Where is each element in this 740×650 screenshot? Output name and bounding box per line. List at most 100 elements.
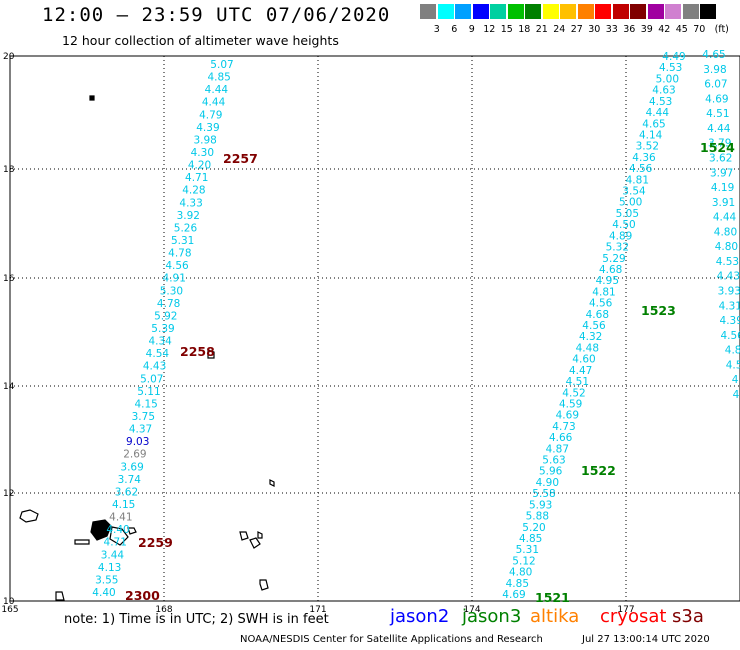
legend-swatch <box>490 4 506 19</box>
legend-label: 15 <box>500 24 513 35</box>
wave-height-value: 4.15 <box>134 398 157 410</box>
page-subtitle: 12 hour collection of altimeter wave hei… <box>62 33 339 48</box>
wave-height-value: 4.66 <box>549 432 573 444</box>
wave-height-value: 4.68 <box>586 309 609 321</box>
legend-swatch <box>595 4 611 19</box>
legend-label: 27 <box>570 24 583 35</box>
wave-height-value: 4.44 <box>713 212 737 224</box>
pass-time-label: 1521 <box>535 590 570 605</box>
wave-height-value: 4.44 <box>202 97 226 109</box>
altimeter-tracks: 5.074.854.444.444.794.393.984.304.204.71… <box>92 49 740 601</box>
pass-time-label: 1523 <box>641 303 676 318</box>
wave-height-value: 3.93 <box>718 286 740 298</box>
legend-swatch <box>542 4 559 19</box>
legend-label: 39 <box>640 24 653 35</box>
wave-height-value: 4.53 <box>659 62 682 74</box>
wave-height-value: 4.14 <box>639 129 663 141</box>
wave-height-value: 4.13 <box>98 562 121 574</box>
wave-height-value: 4.51 <box>706 108 729 120</box>
wave-height-value: 4.51 <box>566 376 589 388</box>
wave-height-value: 4.31 <box>719 300 740 312</box>
wave-height-value: 4.37 <box>129 424 152 436</box>
wave-height-value: 5.05 <box>616 208 639 220</box>
wave-height-value: 4.60 <box>572 354 595 366</box>
wave-height-value: 3.55 <box>95 574 118 586</box>
wave-height-value: 4.44 <box>707 123 731 135</box>
wave-height-value: 3.74 <box>118 474 142 486</box>
wave-height-value: 4.56 <box>629 163 653 175</box>
wave-height-value: 5.93 <box>529 499 552 511</box>
wave-height-value: 4.59 <box>559 398 582 410</box>
pass-time-label: 1522 <box>581 463 616 478</box>
wave-height-value: 4.39 <box>196 122 219 134</box>
wave-height-value: 5.96 <box>539 466 563 478</box>
satellite-name: altika <box>530 606 580 627</box>
wave-height-value: 3.97 <box>710 167 733 179</box>
wave-height-value: 4.20 <box>188 160 211 172</box>
page-title: 12:00 — 23:59 UTC 07/06/2020 <box>42 4 391 26</box>
legend-swatch <box>420 4 436 19</box>
wave-height-value: 5.11 <box>137 386 160 398</box>
legend-label: 33 <box>605 24 618 35</box>
wave-height-value: 4.89 <box>609 230 632 242</box>
wave-height-value: 4.43 <box>717 271 740 283</box>
island-9 <box>257 531 263 539</box>
pass-time-label: 2300 <box>125 588 160 603</box>
island-1 <box>89 95 95 101</box>
legend-swatch <box>665 4 681 19</box>
legend-label: 36 <box>623 24 636 35</box>
wave-height-value: 5.00 <box>656 73 679 85</box>
wave-height-value: 4.71 <box>104 537 127 549</box>
lat-tick-label: 20 <box>3 52 15 62</box>
legend-label: 9 <box>468 24 475 35</box>
island-6 <box>127 527 137 535</box>
wave-height-value: 3.52 <box>636 141 659 153</box>
wave-height-value: 6.07 <box>704 79 727 91</box>
island-13 <box>207 349 215 359</box>
lon-tick-label: 177 <box>617 605 634 615</box>
pass-time-label: 2259 <box>138 535 173 550</box>
wave-height-value: 5.92 <box>154 310 177 322</box>
island-4 <box>74 539 90 545</box>
wave-height-value: 4.53 <box>716 256 739 268</box>
wave-height-value: 4.68 <box>599 264 622 276</box>
wave-height-value: 5.29 <box>602 253 625 265</box>
wave-height-value: 4.39 <box>720 315 740 327</box>
wave-height-value: 4.53 <box>649 96 672 108</box>
legend-swatch <box>525 4 541 19</box>
wave-height-value: 4.79 <box>199 109 222 121</box>
wave-height-value: 4 <box>732 374 739 386</box>
wave-height-value: 4.56 <box>165 260 189 272</box>
wave-height-value: 5.58 <box>532 488 555 500</box>
wave-height-value: 4.15 <box>112 499 135 511</box>
wave-height-value: 4.50 <box>612 219 635 231</box>
legend-label: 42 <box>658 24 671 35</box>
wave-height-value: 5.39 <box>151 323 174 335</box>
legend-swatch <box>682 4 699 19</box>
legend-label: 30 <box>588 24 601 35</box>
wave-height-value: 3.62 <box>709 152 732 164</box>
wave-height-value: 2.69 <box>123 449 146 461</box>
wave-height-value: 4.49 <box>662 51 685 63</box>
pass-time-label: 2257 <box>223 151 258 166</box>
island-11 <box>259 579 269 591</box>
legend-swatch <box>507 4 524 19</box>
wave-height-value: 5.00 <box>619 197 642 209</box>
wave-height-value: 9.03 <box>126 436 149 448</box>
wave-height-value: 4.80 <box>509 567 532 579</box>
lat-tick-label: 12 <box>3 489 14 499</box>
lon-tick-label: 168 <box>155 605 172 615</box>
wave-height-value: 4.69 <box>556 410 579 422</box>
wave-height-value: 4.56 <box>589 298 613 310</box>
island-8 <box>249 537 261 549</box>
wave-height-value: 5.07 <box>210 59 233 71</box>
wave-height-value: 4.41 <box>109 512 132 524</box>
wave-height-value: 4.34 <box>148 336 172 348</box>
wave-height-value: 4.54 <box>146 348 170 360</box>
wave-height-value: 4.78 <box>168 248 191 260</box>
wave-height-value: 4.81 <box>592 286 615 298</box>
legend-label: 70 <box>693 24 706 35</box>
wave-height-value: 4.91 <box>163 273 186 285</box>
credit-line: NOAA/NESDIS Center for Satellite Applica… <box>240 634 543 645</box>
